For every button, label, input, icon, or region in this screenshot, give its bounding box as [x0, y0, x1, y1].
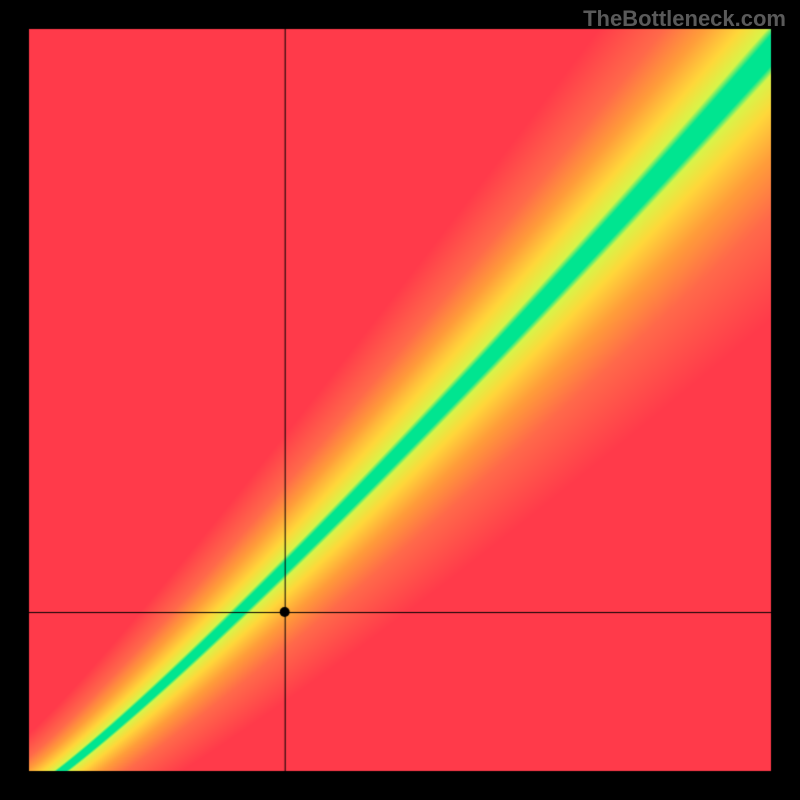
watermark-text: TheBottleneck.com [583, 6, 786, 32]
heatmap-canvas [0, 0, 800, 800]
chart-container: TheBottleneck.com [0, 0, 800, 800]
